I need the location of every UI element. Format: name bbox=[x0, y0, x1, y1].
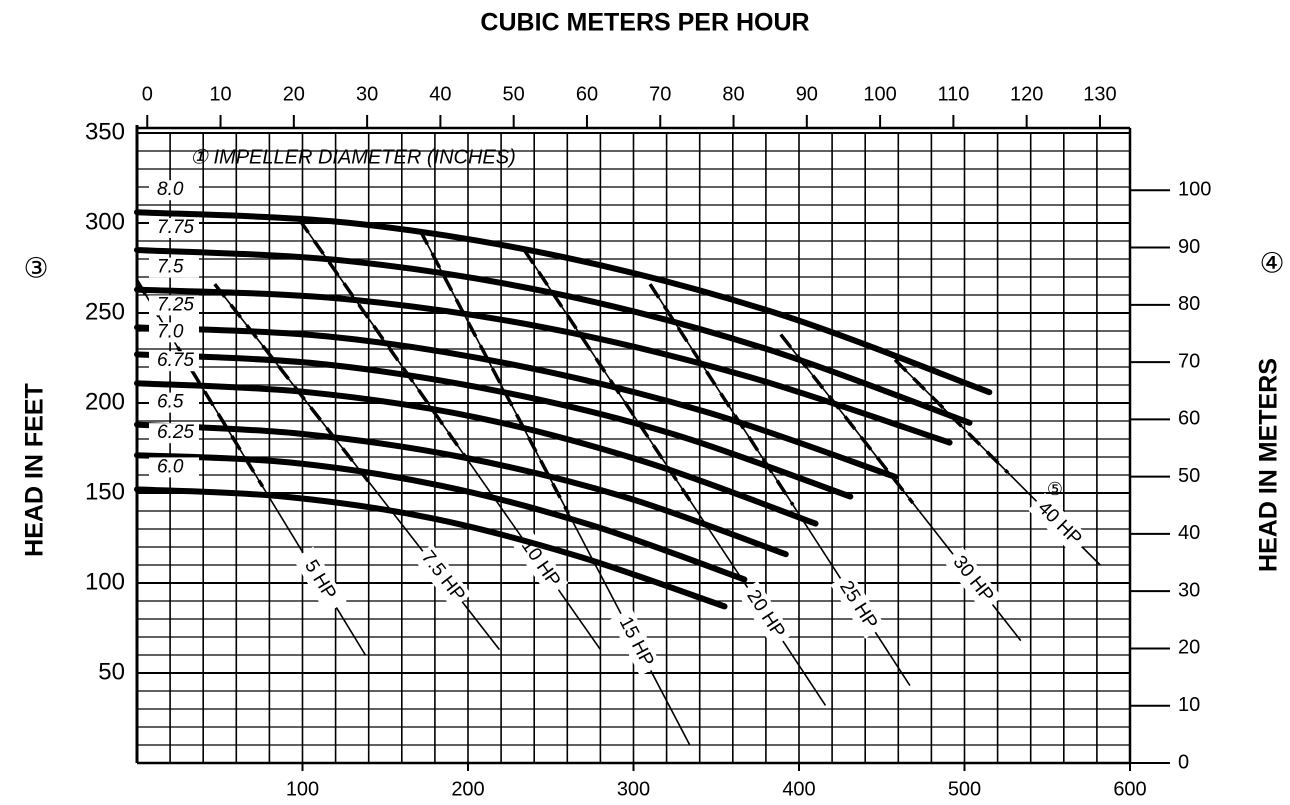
curve-label: 7.0 bbox=[157, 321, 184, 342]
x2-tick-label: 60 bbox=[576, 83, 598, 105]
hp-label-group: 40 HP bbox=[1028, 492, 1091, 556]
x2-tick-label: 130 bbox=[1083, 83, 1116, 105]
x2-tick-label: 110 bbox=[937, 83, 969, 105]
curve-label: 6.75 bbox=[157, 350, 194, 371]
impeller-curve bbox=[134, 351, 854, 500]
power-marker: ⑤ bbox=[1047, 479, 1063, 499]
hp-label-bg bbox=[511, 530, 569, 597]
y-tick-label: 200 bbox=[85, 388, 125, 415]
curve-label: 7.5 bbox=[157, 257, 184, 278]
y-axis-label: HEAD IN FEET bbox=[21, 383, 49, 557]
impeller-curve bbox=[134, 286, 953, 446]
hp-label-group: 30 HP bbox=[943, 546, 1002, 612]
x2-tick-label: 100 bbox=[863, 83, 896, 105]
y2-tick-label: 60 bbox=[1178, 408, 1200, 430]
hp-label-bg bbox=[1028, 492, 1091, 556]
impeller-curve bbox=[134, 380, 819, 527]
impeller-curve bbox=[134, 247, 973, 426]
y2-tick-label: 40 bbox=[1178, 522, 1200, 544]
x2-tick-label: 90 bbox=[796, 83, 818, 105]
annotation: ① IMPELLER DIAMETER (INCHES) bbox=[190, 146, 516, 168]
curve-label: 8.0 bbox=[157, 179, 184, 200]
curve-label-bg bbox=[149, 457, 199, 478]
y2-axis-label: HEAD IN METERS bbox=[1255, 358, 1283, 572]
curve-label: 7.75 bbox=[157, 217, 194, 238]
x2-tick-label: 20 bbox=[283, 83, 305, 105]
hp-label-group: 15 HP bbox=[610, 608, 662, 676]
curve-label-bg bbox=[149, 423, 199, 444]
hp-label-bg bbox=[737, 581, 793, 648]
hp-label-group: 5 HP bbox=[292, 546, 347, 614]
impeller-curve bbox=[134, 209, 993, 396]
y-tick-label: 250 bbox=[85, 298, 125, 325]
x2-tick-label: 10 bbox=[209, 83, 231, 105]
impeller-curve bbox=[134, 324, 898, 480]
y-tick-label: 350 bbox=[85, 118, 125, 145]
hp-label: 15 HP bbox=[615, 614, 658, 671]
hp-label: 7.5 HP bbox=[417, 547, 469, 606]
curve-label: 6.25 bbox=[157, 422, 194, 443]
x-tick-label: 500 bbox=[948, 778, 981, 800]
impeller-curve bbox=[134, 486, 728, 610]
y-tick-label: 150 bbox=[85, 478, 125, 505]
x-tick-label: 300 bbox=[617, 778, 650, 800]
y2-tick-label: 10 bbox=[1178, 694, 1200, 716]
x2-tick-label: 40 bbox=[429, 83, 451, 105]
hp-label-bg bbox=[413, 543, 472, 610]
chart-title: CUBIC METERS PER HOUR bbox=[480, 9, 809, 37]
curve-label-bg bbox=[149, 218, 199, 238]
hp-line-dash bbox=[213, 283, 373, 487]
y2-tick-label: 0 bbox=[1178, 751, 1189, 773]
y2-tick-label: 90 bbox=[1178, 236, 1200, 258]
x-tick-label: 400 bbox=[782, 778, 815, 800]
hp-label-group: 25 HP bbox=[830, 571, 886, 639]
hp-label-bg bbox=[830, 571, 886, 639]
curve-label-bg bbox=[149, 392, 199, 413]
x2-tick-label: 0 bbox=[142, 83, 153, 105]
y-axis-marker: ③ bbox=[23, 252, 48, 283]
y-tick-label: 100 bbox=[85, 568, 125, 595]
y2-axis-marker: ④ bbox=[1259, 247, 1284, 278]
x2-tick-label: 120 bbox=[1010, 83, 1043, 105]
curve-label-bg bbox=[149, 351, 199, 372]
y2-tick-label: 70 bbox=[1178, 350, 1200, 372]
hp-line-dash bbox=[297, 218, 467, 458]
y2-tick-label: 100 bbox=[1178, 179, 1211, 201]
hp-label-bg bbox=[943, 546, 1002, 612]
y-tick-label: 50 bbox=[98, 658, 125, 685]
x2-tick-label: 30 bbox=[356, 83, 378, 105]
impeller-curve bbox=[134, 452, 748, 583]
curve-label: 6.5 bbox=[157, 392, 184, 413]
y2-tick-label: 50 bbox=[1178, 465, 1200, 487]
x-tick-label: 600 bbox=[1113, 778, 1146, 800]
curve-label: 6.0 bbox=[157, 456, 184, 477]
curve-label-bg bbox=[149, 257, 199, 278]
hp-label-bg bbox=[292, 546, 347, 614]
curve-label-bg bbox=[149, 180, 199, 201]
hp-label: 40 HP bbox=[1033, 498, 1085, 550]
hp-label-group: 7.5 HP bbox=[413, 543, 472, 610]
x2-tick-label: 50 bbox=[503, 83, 525, 105]
x2-tick-label: 80 bbox=[722, 83, 744, 105]
curve-label: 7.25 bbox=[157, 294, 194, 315]
hp-line-dash bbox=[418, 229, 570, 515]
grid bbox=[136, 132, 1131, 764]
y2-tick-label: 80 bbox=[1178, 293, 1200, 315]
y2-tick-label: 20 bbox=[1178, 637, 1200, 659]
y-tick-label: 300 bbox=[85, 208, 125, 235]
x-tick-label: 200 bbox=[451, 778, 484, 800]
impeller-curve bbox=[134, 421, 789, 558]
curve-label-bg bbox=[149, 295, 199, 316]
curve-label-bg bbox=[149, 322, 199, 343]
x-tick-label: 100 bbox=[286, 778, 319, 800]
y2-tick-label: 30 bbox=[1178, 579, 1200, 601]
hp-label-bg bbox=[610, 608, 662, 676]
x2-tick-label: 70 bbox=[649, 83, 671, 105]
